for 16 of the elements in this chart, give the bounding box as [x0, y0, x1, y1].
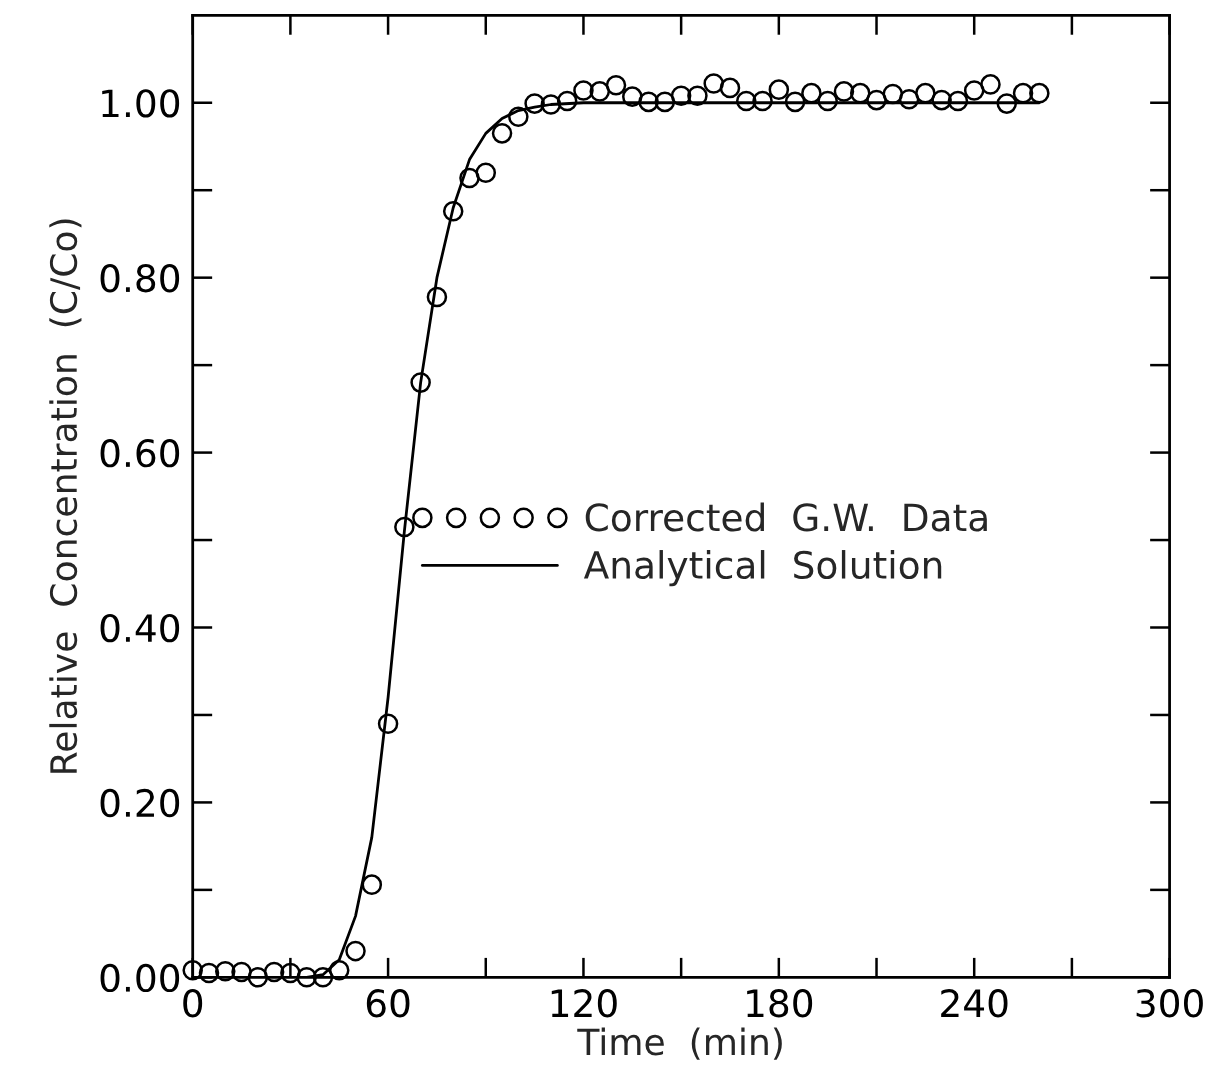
legend-label: Corrected G.W. Data	[585, 502, 987, 532]
x-tick-label: 0	[183, 989, 203, 1018]
x-axis-title: Time (min)	[577, 1027, 782, 1060]
y-tick-label: 1.00	[102, 89, 180, 118]
y-tick-label: 0.40	[100, 613, 180, 643]
y-axis-title: Relative Concentration (C/Co)	[49, 219, 82, 773]
x-tick-label: 300	[1136, 989, 1203, 1018]
legend-label: Analytical Solution	[583, 550, 942, 587]
x-tick-label: 180	[747, 989, 813, 1018]
y-tick-label: 0.60	[100, 439, 180, 468]
x-tick-label: 120	[551, 989, 617, 1018]
y-tick-label: 0.00	[100, 963, 180, 993]
x-tick-label: 240	[941, 989, 1008, 1018]
x-tick-label: 60	[366, 989, 410, 1018]
y-tick-label: 0.80	[100, 264, 180, 293]
y-tick-label: 0.20	[100, 788, 180, 818]
